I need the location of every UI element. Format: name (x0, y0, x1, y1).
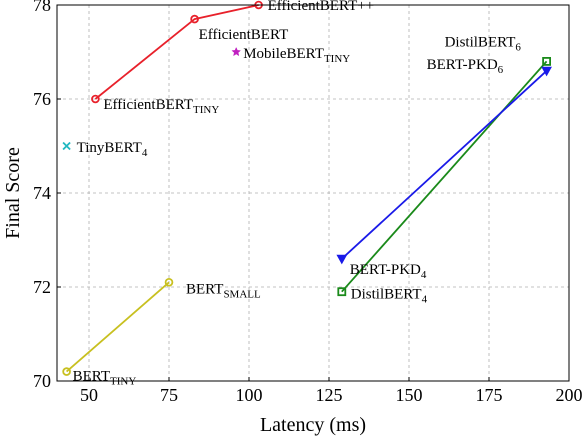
series-line (94, 4, 259, 100)
point-label-subscript: 4 (422, 294, 428, 306)
point-marker (62, 141, 71, 151)
point-label: BERTSMALL (186, 281, 261, 300)
series-group: MobileBERTTINY (231, 46, 350, 65)
point-label-subscript: SMALL (223, 288, 261, 300)
x-tick-label: 150 (396, 385, 423, 405)
point-label: MobileBERTTINY (243, 46, 350, 65)
point-label-subscript: TINY (324, 53, 350, 65)
point-marker (91, 94, 100, 104)
point-label: EfficientBERT (199, 27, 289, 43)
x-tick-label: 125 (316, 385, 343, 405)
point-label-name: EfficientBERT (103, 97, 193, 113)
point-label-name: TinyBERT (77, 140, 142, 156)
point-label-subscript: 6 (515, 41, 521, 53)
y-axis-label: Final Score (2, 147, 24, 239)
point-marker (164, 277, 174, 287)
point-label: BERT-PKD6 (427, 57, 504, 76)
point-label-name: BERT-PKD (427, 57, 498, 73)
point-marker (62, 367, 71, 376)
point-label-name: DistilBERT (445, 34, 516, 50)
point-label-name: MobileBERT (243, 46, 324, 62)
y-tick-label: 72 (33, 277, 51, 297)
x-tick-label: 200 (556, 385, 583, 405)
point-label-name: BERT (73, 369, 110, 385)
ticks: 50 75 100 125 150 175 200 70 72 74 76 78 (33, 0, 583, 405)
point-label-subscript: TINY (110, 376, 136, 388)
point-label-name: BERT (186, 281, 223, 297)
x-tick-label: 100 (236, 385, 263, 405)
point-marker (541, 66, 552, 77)
y-tick-label: 78 (33, 0, 51, 15)
x-tick-label: 75 (160, 385, 178, 405)
series-group: TinyBERT4 (62, 140, 148, 159)
y-tick-label: 74 (33, 183, 51, 203)
point-label-name: DistilBERT (351, 287, 422, 303)
point-marker (336, 254, 348, 265)
x-axis-label: Latency (ms) (260, 414, 366, 436)
point-label: BERT-PKD4 (350, 262, 427, 281)
point-label: DistilBERT6 (445, 34, 522, 53)
y-tick-label: 76 (33, 89, 51, 109)
point-label: EfficientBERT++ (268, 0, 375, 14)
point-label-subscript: 4 (142, 147, 148, 159)
point-label-name: BERT-PKD (350, 262, 421, 278)
point-marker (542, 57, 551, 66)
x-tick-label: 50 (80, 385, 98, 405)
point-marker (190, 14, 199, 24)
point-label-name: EfficientBERT++ (268, 0, 375, 14)
series-layer: EfficientBERTTINYEfficientBERTEfficientB… (62, 0, 552, 388)
series-group: EfficientBERTTINYEfficientBERTEfficientB… (91, 0, 375, 116)
point-label-subscript: 4 (421, 269, 427, 281)
point-label: EfficientBERTTINY (103, 97, 219, 116)
point-marker (231, 46, 242, 57)
point-label: TinyBERT4 (77, 140, 148, 159)
series-line (66, 281, 170, 373)
point-marker (337, 287, 347, 297)
point-label-subscript: 6 (498, 64, 504, 76)
point-label-name: EfficientBERT (199, 27, 289, 43)
series-line (341, 70, 548, 260)
point-label-subscript: TINY (193, 104, 219, 116)
point-label: DistilBERT4 (351, 287, 428, 306)
y-tick-label: 70 (33, 371, 51, 391)
x-tick-label: 175 (476, 385, 503, 405)
series-line (341, 60, 548, 293)
